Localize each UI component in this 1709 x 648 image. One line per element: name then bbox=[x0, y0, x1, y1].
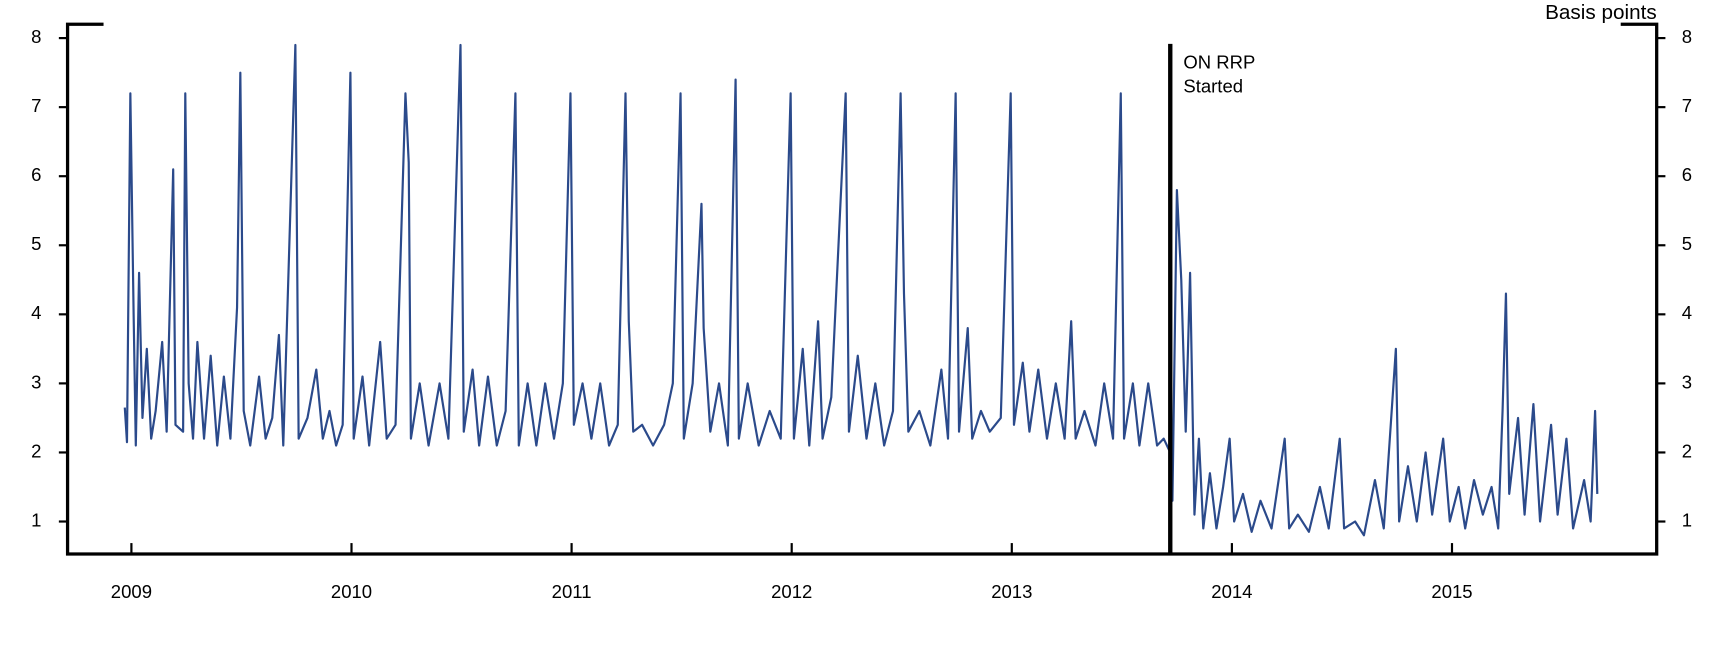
x-tick-label: 2015 bbox=[1431, 581, 1472, 602]
y-tick-label: 6 bbox=[31, 164, 41, 185]
y2-tick-label: 8 bbox=[1682, 26, 1692, 47]
y-tick-label: 8 bbox=[31, 26, 41, 47]
axis-frame bbox=[65, 22, 1659, 556]
y2-tick-label: 6 bbox=[1682, 164, 1692, 185]
y-tick-label: 1 bbox=[31, 509, 41, 530]
y2-tick-label: 4 bbox=[1682, 302, 1692, 323]
y2-tick-label: 3 bbox=[1682, 371, 1692, 392]
x-tick-label: 2010 bbox=[331, 581, 372, 602]
y2-tick-label: 2 bbox=[1682, 440, 1692, 461]
y2-tick-label: 1 bbox=[1682, 509, 1692, 530]
y-tick-label: 7 bbox=[31, 95, 41, 116]
y-axis-label: Basis points bbox=[1545, 1, 1657, 24]
x-tick-label: 2013 bbox=[991, 581, 1032, 602]
y-tick-label: 2 bbox=[31, 440, 41, 461]
x-tick-label: 2009 bbox=[111, 581, 152, 602]
y-tick-label: 5 bbox=[31, 233, 41, 254]
y-tick-label: 4 bbox=[31, 302, 41, 323]
annotation-text: ON RRP bbox=[1183, 51, 1255, 72]
y-tick-label: 3 bbox=[31, 371, 41, 392]
annotation-text: Started bbox=[1183, 75, 1243, 96]
x-tick-label: 2011 bbox=[552, 581, 592, 602]
x-tick-label: 2012 bbox=[771, 581, 812, 602]
y2-tick-label: 5 bbox=[1682, 233, 1692, 254]
x-tick-label: 2014 bbox=[1211, 581, 1252, 602]
y2-tick-label: 7 bbox=[1682, 95, 1692, 116]
data-line bbox=[123, 43, 1599, 537]
